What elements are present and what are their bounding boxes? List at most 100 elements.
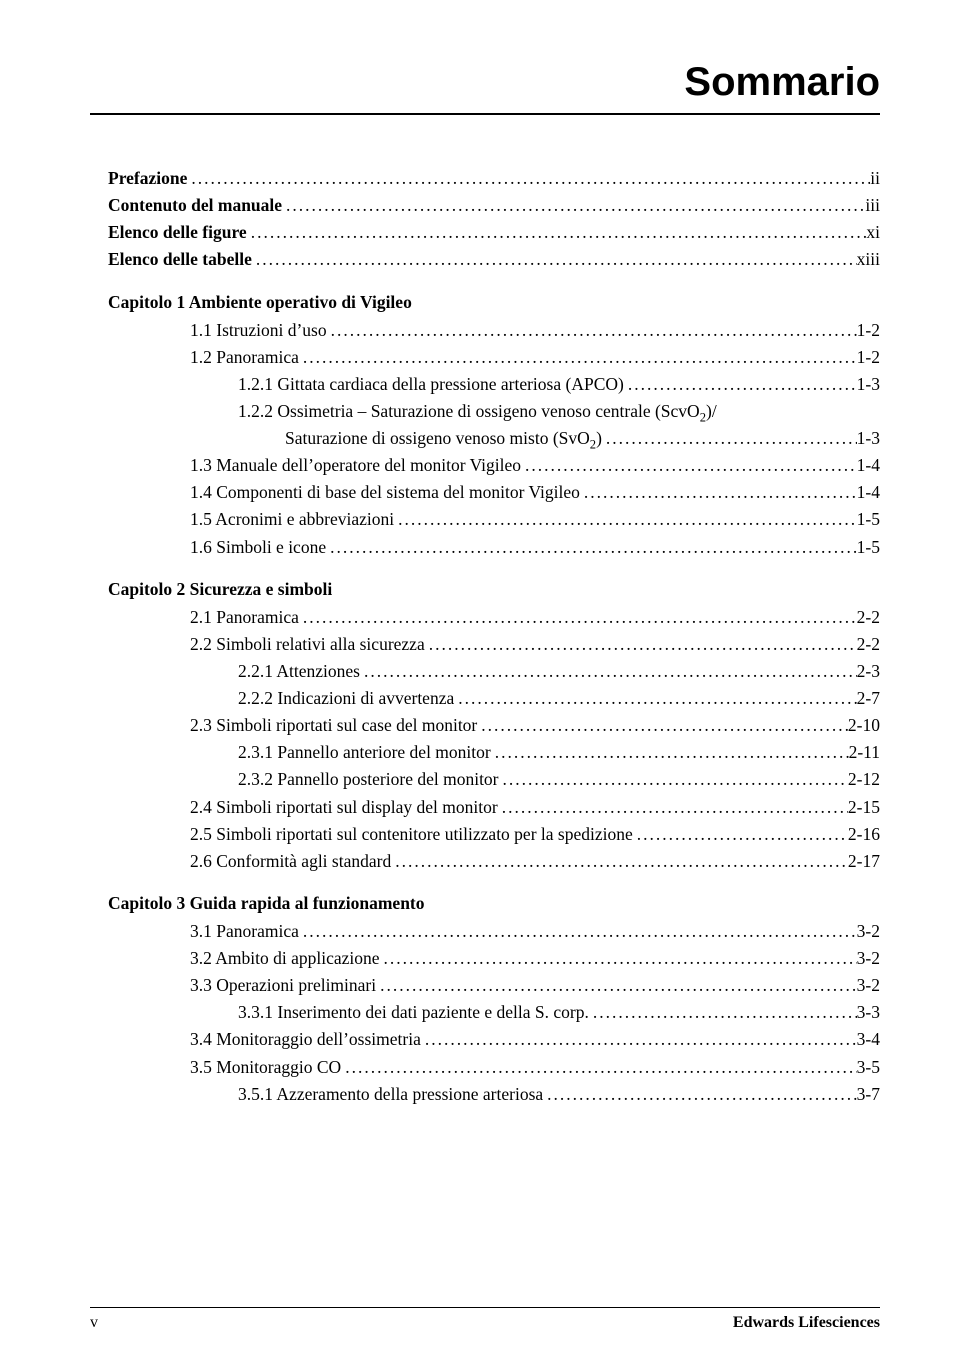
toc-leader-dots — [282, 192, 865, 219]
toc-leader-dots — [477, 712, 848, 739]
toc-entry: 1.5 Acronimi e abbreviazioni 1-5 — [190, 506, 880, 533]
toc-entry-page: ii — [870, 165, 880, 192]
toc-entry: 1.6 Simboli e icone 1-5 — [190, 534, 880, 561]
toc-entry: Saturazione di ossigeno venoso misto (Sv… — [285, 425, 880, 452]
toc-entry: 2.2 Simboli relativi alla sicurezza 2-2 — [190, 631, 880, 658]
toc-entry-page: 2-7 — [857, 685, 880, 712]
toc-entry-label: 1.5 Acronimi e abbreviazioni — [190, 506, 394, 533]
toc-leader-dots — [327, 317, 857, 344]
toc-entry-page: 2-2 — [857, 604, 880, 631]
toc-entry-page: 1-3 — [857, 371, 880, 398]
toc-entry-label: 2.6 Conformità agli standard — [190, 848, 391, 875]
toc-leader-dots — [360, 658, 857, 685]
toc-entry-page: 1-5 — [857, 534, 880, 561]
toc-leader-dots — [247, 219, 867, 246]
toc-entry-page: 1-4 — [857, 479, 880, 506]
toc-entry: 2.4 Simboli riportati sul display del mo… — [190, 794, 880, 821]
toc-leader-dots — [425, 631, 857, 658]
toc-leader-dots — [299, 344, 857, 371]
toc-entry-page: 2-10 — [848, 712, 880, 739]
toc-entry-label: 2.4 Simboli riportati sul display del mo… — [190, 794, 498, 821]
toc-entry-label: 1.4 Componenti di base del sistema del m… — [190, 479, 580, 506]
toc-entry-page: 2-12 — [848, 766, 880, 793]
toc-leader-dots — [299, 918, 857, 945]
toc-entry: 2.5 Simboli riportati sul contenitore ut… — [190, 821, 880, 848]
toc-entry: 3.3.1 Inserimento dei dati paziente e de… — [238, 999, 880, 1026]
toc-entry-page: 3-2 — [857, 972, 880, 999]
toc-leader-dots — [580, 479, 857, 506]
toc-entry-page: 1-2 — [857, 344, 880, 371]
toc-entry-label: 2.2.1 Attenziones — [238, 658, 360, 685]
toc-entry: 3.4 Monitoraggio dell’ossimetria3-4 — [190, 1026, 880, 1053]
toc-entry-label: 2.3.1 Pannello anteriore del monitor — [238, 739, 491, 766]
table-of-contents: PrefazioneiiContenuto del manualeiiiElen… — [90, 165, 880, 1108]
toc-entry: 2.6 Conformità agli standard 2-17 — [190, 848, 880, 875]
toc-entry-label: 3.5.1 Azzeramento della pressione arteri… — [238, 1081, 543, 1108]
toc-entry-label: Saturazione di ossigeno venoso misto (Sv… — [285, 425, 602, 452]
toc-entry: 2.2.1 Attenziones 2-3 — [238, 658, 880, 685]
toc-entry-label: 3.2 Ambito di applicazione — [190, 945, 380, 972]
toc-entry-page: 1-2 — [857, 317, 880, 344]
toc-leader-dots — [589, 999, 857, 1026]
toc-leader-dots — [454, 685, 856, 712]
toc-entry-label: 2.3.2 Pannello posteriore del monitor — [238, 766, 499, 793]
toc-entry-label: Prefazione — [108, 165, 187, 192]
toc-leader-dots — [543, 1081, 857, 1108]
chapter-heading: Capitolo 3 Guida rapida al funzionamento — [108, 893, 880, 914]
toc-entry-label: 2.3 Simboli riportati sul case del monit… — [190, 712, 477, 739]
toc-entry-label: 1.6 Simboli e icone — [190, 534, 326, 561]
toc-entry: Prefazione ii — [108, 165, 880, 192]
toc-entry-label: 2.2 Simboli relativi alla sicurezza — [190, 631, 425, 658]
chapter-heading: Capitolo 2 Sicurezza e simboli — [108, 579, 880, 600]
toc-entry: 3.5 Monitoraggio CO 3-5 — [190, 1054, 880, 1081]
toc-entry: Elenco delle tabelle xiii — [108, 246, 880, 273]
toc-entry: 1.2.1 Gittata cardiaca della pressione a… — [238, 371, 880, 398]
toc-leader-dots — [394, 506, 857, 533]
toc-entry: 3.5.1 Azzeramento della pressione arteri… — [238, 1081, 880, 1108]
toc-entry-label: 2.2.2 Indicazioni di avvertenza — [238, 685, 454, 712]
toc-entry-page: 2-17 — [848, 848, 880, 875]
toc-entry: 2.3.2 Pannello posteriore del monitor 2-1… — [238, 766, 880, 793]
toc-entry-page: 2-11 — [849, 739, 880, 766]
toc-entry-page: 3-2 — [857, 945, 880, 972]
toc-entry: 1.3 Manuale dell’operatore del monitor V… — [190, 452, 880, 479]
toc-entry: 1.2.2 Ossimetria – Saturazione di ossige… — [238, 398, 880, 425]
toc-entry-page: 1-5 — [857, 506, 880, 533]
toc-entry: Elenco delle figurexi — [108, 219, 880, 246]
toc-entry-page: 3-5 — [857, 1054, 880, 1081]
toc-entry-page: 3-2 — [857, 918, 880, 945]
toc-entry-label: 3.3.1 Inserimento dei dati paziente e de… — [238, 999, 589, 1026]
toc-leader-dots — [633, 821, 848, 848]
toc-entry: 2.2.2 Indicazioni di avvertenza 2-7 — [238, 685, 880, 712]
toc-entry-page: 1-4 — [857, 452, 880, 479]
toc-entry-page: 2-15 — [848, 794, 880, 821]
toc-entry-page: 3-4 — [857, 1026, 880, 1053]
toc-entry-page: 2-3 — [857, 658, 880, 685]
toc-entry: 1.4 Componenti di base del sistema del m… — [190, 479, 880, 506]
toc-leader-dots — [499, 766, 848, 793]
toc-leader-dots — [187, 165, 870, 192]
toc-entry-page: 2-16 — [848, 821, 880, 848]
toc-entry-page: xiii — [857, 246, 880, 273]
toc-leader-dots — [521, 452, 857, 479]
toc-entry-page: 2-2 — [857, 631, 880, 658]
toc-entry-page: 3-3 — [857, 999, 880, 1026]
toc-entry: 1.2 Panoramica1-2 — [190, 344, 880, 371]
toc-entry-label: 3.5 Monitoraggio CO — [190, 1054, 341, 1081]
toc-entry-label: 3.1 Panoramica — [190, 918, 299, 945]
toc-leader-dots — [380, 945, 857, 972]
toc-entry-label: Elenco delle tabelle — [108, 246, 252, 273]
toc-leader-dots — [498, 794, 848, 821]
toc-leader-dots — [299, 604, 857, 631]
toc-leader-dots — [421, 1026, 857, 1053]
toc-entry-label: 1.3 Manuale dell’operatore del monitor V… — [190, 452, 521, 479]
toc-entry: 3.1 Panoramica 3-2 — [190, 918, 880, 945]
toc-entry-label: 1.1 Istruzioni d’uso — [190, 317, 327, 344]
toc-entry-label: 1.2.2 Ossimetria – Saturazione di ossige… — [238, 398, 717, 425]
toc-entry-label: Elenco delle figure — [108, 219, 247, 246]
toc-leader-dots — [602, 425, 857, 452]
toc-entry-page: 3-7 — [857, 1081, 880, 1108]
footer-page-number: v — [90, 1314, 98, 1332]
page-title: Sommario — [90, 60, 880, 115]
toc-leader-dots — [252, 246, 857, 273]
